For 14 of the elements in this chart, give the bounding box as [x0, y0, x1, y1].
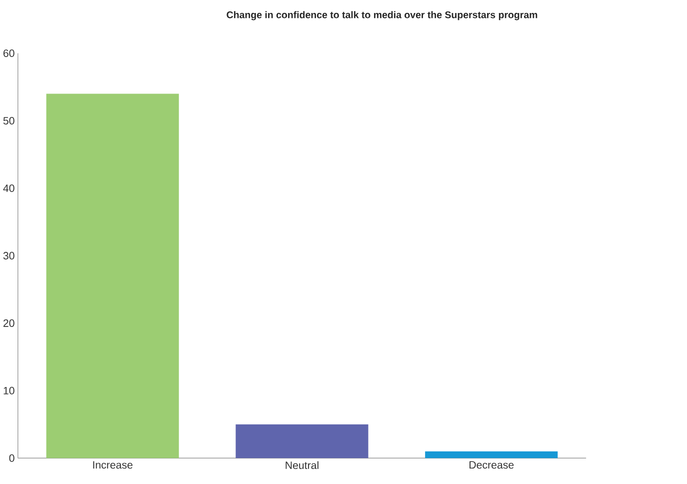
chart-title: Change in confidence to talk to media over the Superstars program — [226, 11, 538, 20]
y-tick-label: 40 — [3, 184, 14, 192]
bar — [425, 451, 558, 458]
y-tick-label: 10 — [4, 386, 14, 394]
bar — [236, 424, 368, 458]
y-tick-label: 20 — [3, 319, 14, 327]
y-tick-label: 30 — [3, 252, 14, 260]
x-tick-label: Decrease — [470, 461, 514, 469]
y-tick-label: 50 — [3, 117, 14, 125]
bar — [46, 94, 179, 458]
x-tick-label: Increase — [93, 461, 132, 469]
x-tick-label: Neutral — [286, 461, 318, 470]
y-tick-label: 60 — [3, 50, 14, 58]
y-tick-label: 0 — [9, 454, 14, 462]
